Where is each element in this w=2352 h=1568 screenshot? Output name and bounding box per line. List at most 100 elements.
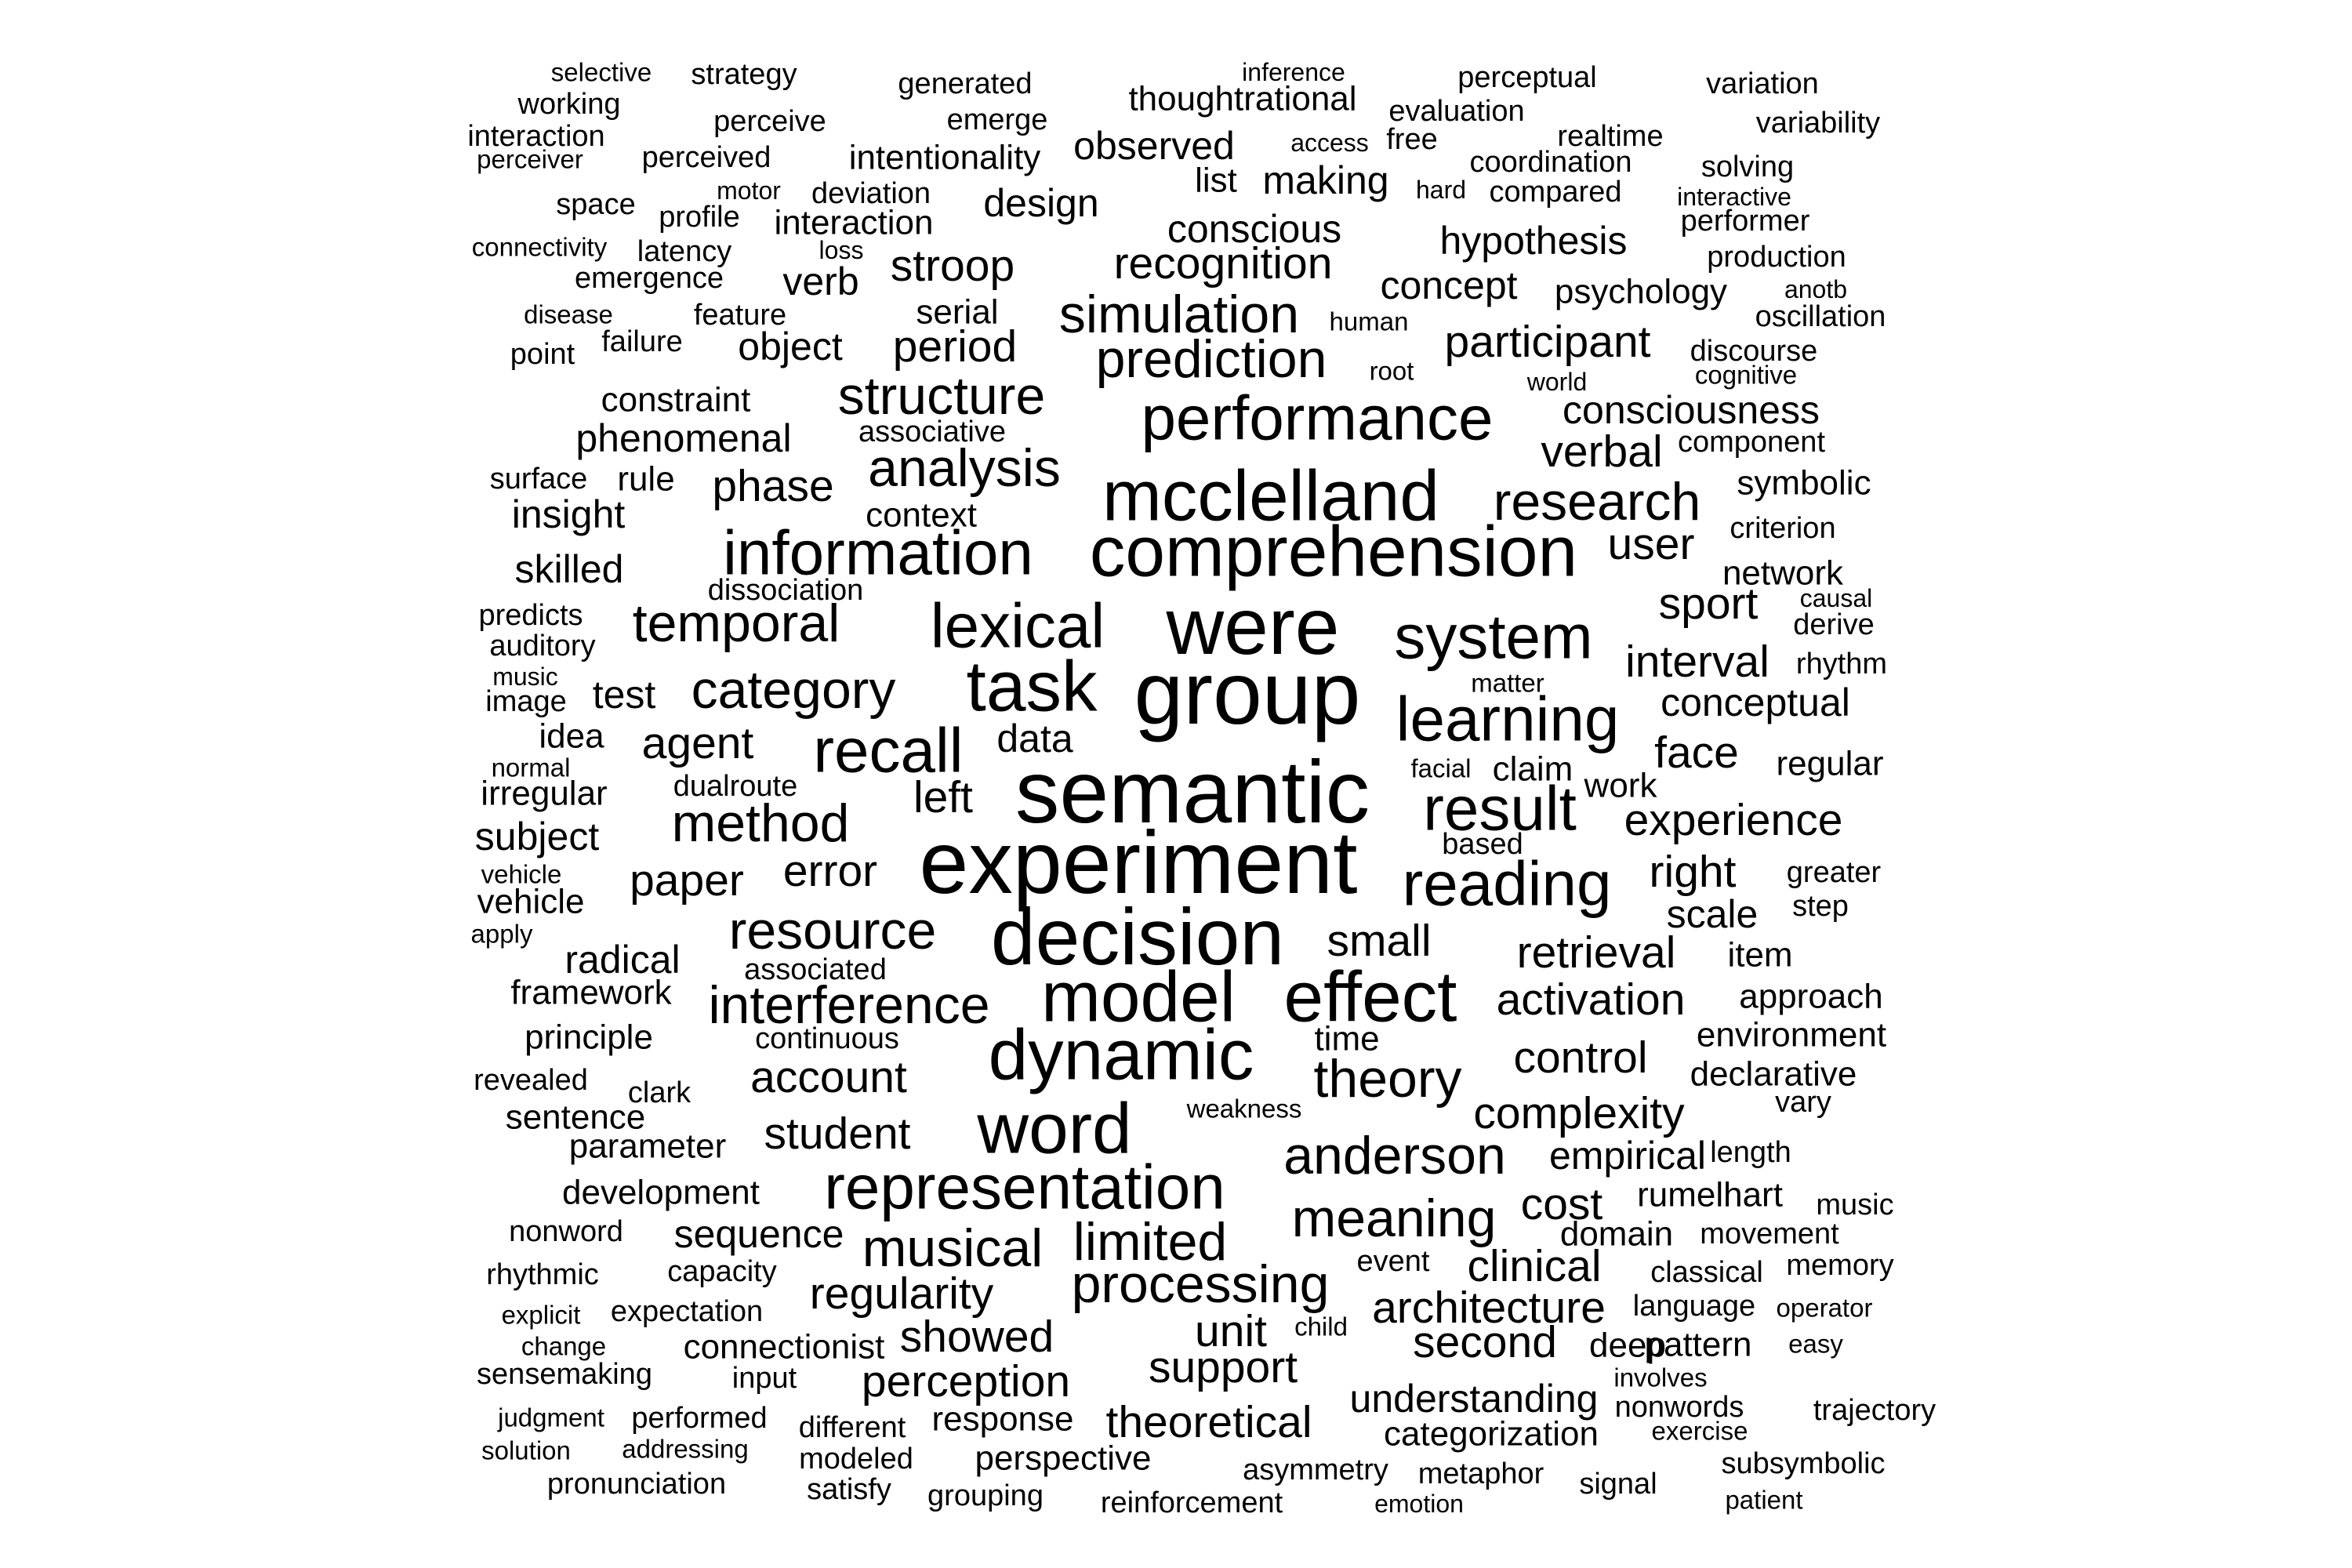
word: model — [1041, 958, 1236, 1037]
word: working — [517, 88, 621, 121]
word: exercise — [1652, 1417, 1748, 1446]
word: movement — [1700, 1218, 1839, 1250]
word: interactive — [1677, 183, 1791, 211]
word: phenomenal — [575, 416, 791, 460]
word: development — [562, 1174, 760, 1212]
word: claim — [1493, 750, 1573, 789]
word: evaluation — [1388, 95, 1524, 128]
word: performed — [631, 1402, 767, 1435]
word: period — [893, 321, 1017, 372]
word: different — [799, 1411, 906, 1444]
word: list — [1195, 162, 1237, 200]
word: point — [510, 338, 575, 371]
word: thoughtrational — [1128, 80, 1356, 118]
word: space — [556, 188, 635, 221]
word: world — [1526, 368, 1587, 396]
word: pronunciation — [547, 1468, 726, 1501]
word: deviation — [811, 177, 931, 210]
word: control — [1513, 1033, 1647, 1083]
word: recall — [813, 716, 963, 786]
word: architecture — [1372, 1283, 1606, 1333]
word: observed — [1073, 124, 1235, 168]
word: associated — [744, 953, 887, 986]
word: perception — [862, 1356, 1070, 1406]
word: modeled — [799, 1443, 913, 1475]
word: domain — [1560, 1215, 1673, 1254]
word: psychology — [1555, 273, 1727, 311]
word: participant — [1445, 317, 1651, 367]
word: strategy — [691, 58, 797, 91]
word: performer — [1681, 205, 1810, 238]
word: apply — [471, 920, 533, 949]
word: subsymbolic — [1721, 1447, 1885, 1480]
word: lexical — [931, 591, 1105, 661]
word: greater — [1787, 856, 1882, 889]
word: skilled — [515, 547, 624, 591]
word: semantic — [1015, 742, 1370, 841]
word: structure — [838, 366, 1046, 426]
word: input — [732, 1362, 797, 1395]
word: were — [1165, 582, 1339, 671]
word: emotion — [1374, 1490, 1464, 1518]
word: meaning — [1292, 1189, 1497, 1248]
word: memory — [1786, 1249, 1893, 1282]
word: word — [976, 1090, 1131, 1169]
word: rhythmic — [486, 1258, 599, 1291]
word: student — [764, 1109, 911, 1159]
word: derive — [1793, 608, 1875, 641]
word: experience — [1624, 795, 1843, 845]
word: failure — [601, 325, 683, 358]
word: representation — [824, 1152, 1225, 1222]
word: group — [1134, 644, 1360, 742]
word: phase — [712, 461, 833, 511]
word: category — [691, 660, 896, 720]
word: nonwords — [1615, 1391, 1744, 1424]
word: empirical — [1549, 1134, 1706, 1178]
word: user — [1608, 519, 1695, 569]
word: regularity — [810, 1269, 994, 1319]
word: subject — [475, 815, 600, 858]
word: reading — [1403, 849, 1612, 919]
word: processing — [1072, 1254, 1330, 1314]
word: rhythm — [1796, 648, 1887, 681]
word: learning — [1396, 684, 1620, 754]
word: design — [983, 181, 1098, 225]
word: research — [1494, 472, 1701, 532]
word: selective — [551, 58, 652, 87]
word: dissociation — [708, 574, 864, 607]
word: verb — [782, 260, 858, 303]
word: dynamic — [989, 1016, 1254, 1095]
word: serial — [916, 293, 998, 332]
word: facial — [1410, 754, 1471, 783]
word: interaction — [467, 120, 604, 153]
word: item — [1727, 936, 1792, 975]
word: vary — [1775, 1086, 1831, 1119]
word: step — [1792, 890, 1849, 923]
word: component — [1678, 426, 1825, 459]
word: associative — [858, 416, 1006, 448]
word: interference — [708, 975, 989, 1035]
word: intentionality — [849, 139, 1041, 177]
word: effect — [1284, 958, 1457, 1037]
word: paper — [630, 855, 744, 906]
word: child — [1294, 1312, 1348, 1341]
word: matter — [1471, 669, 1544, 698]
word: sequence — [674, 1212, 844, 1256]
word: metaphor — [1418, 1457, 1544, 1490]
word: approach — [1739, 978, 1882, 1016]
word: activation — [1497, 975, 1686, 1025]
word: trajectory — [1813, 1394, 1936, 1427]
word: vehicle — [477, 883, 585, 921]
word: information — [723, 518, 1033, 588]
word: left — [913, 772, 973, 822]
word: comprehension — [1090, 513, 1577, 592]
word: stroop — [891, 241, 1014, 291]
word: object — [738, 325, 843, 368]
word: task — [967, 648, 1098, 727]
word: decision — [991, 892, 1284, 982]
word: image — [485, 685, 567, 718]
word: rule — [617, 460, 674, 499]
word: symbolic — [1737, 464, 1871, 503]
word: error — [783, 846, 877, 896]
word: music — [492, 662, 558, 691]
